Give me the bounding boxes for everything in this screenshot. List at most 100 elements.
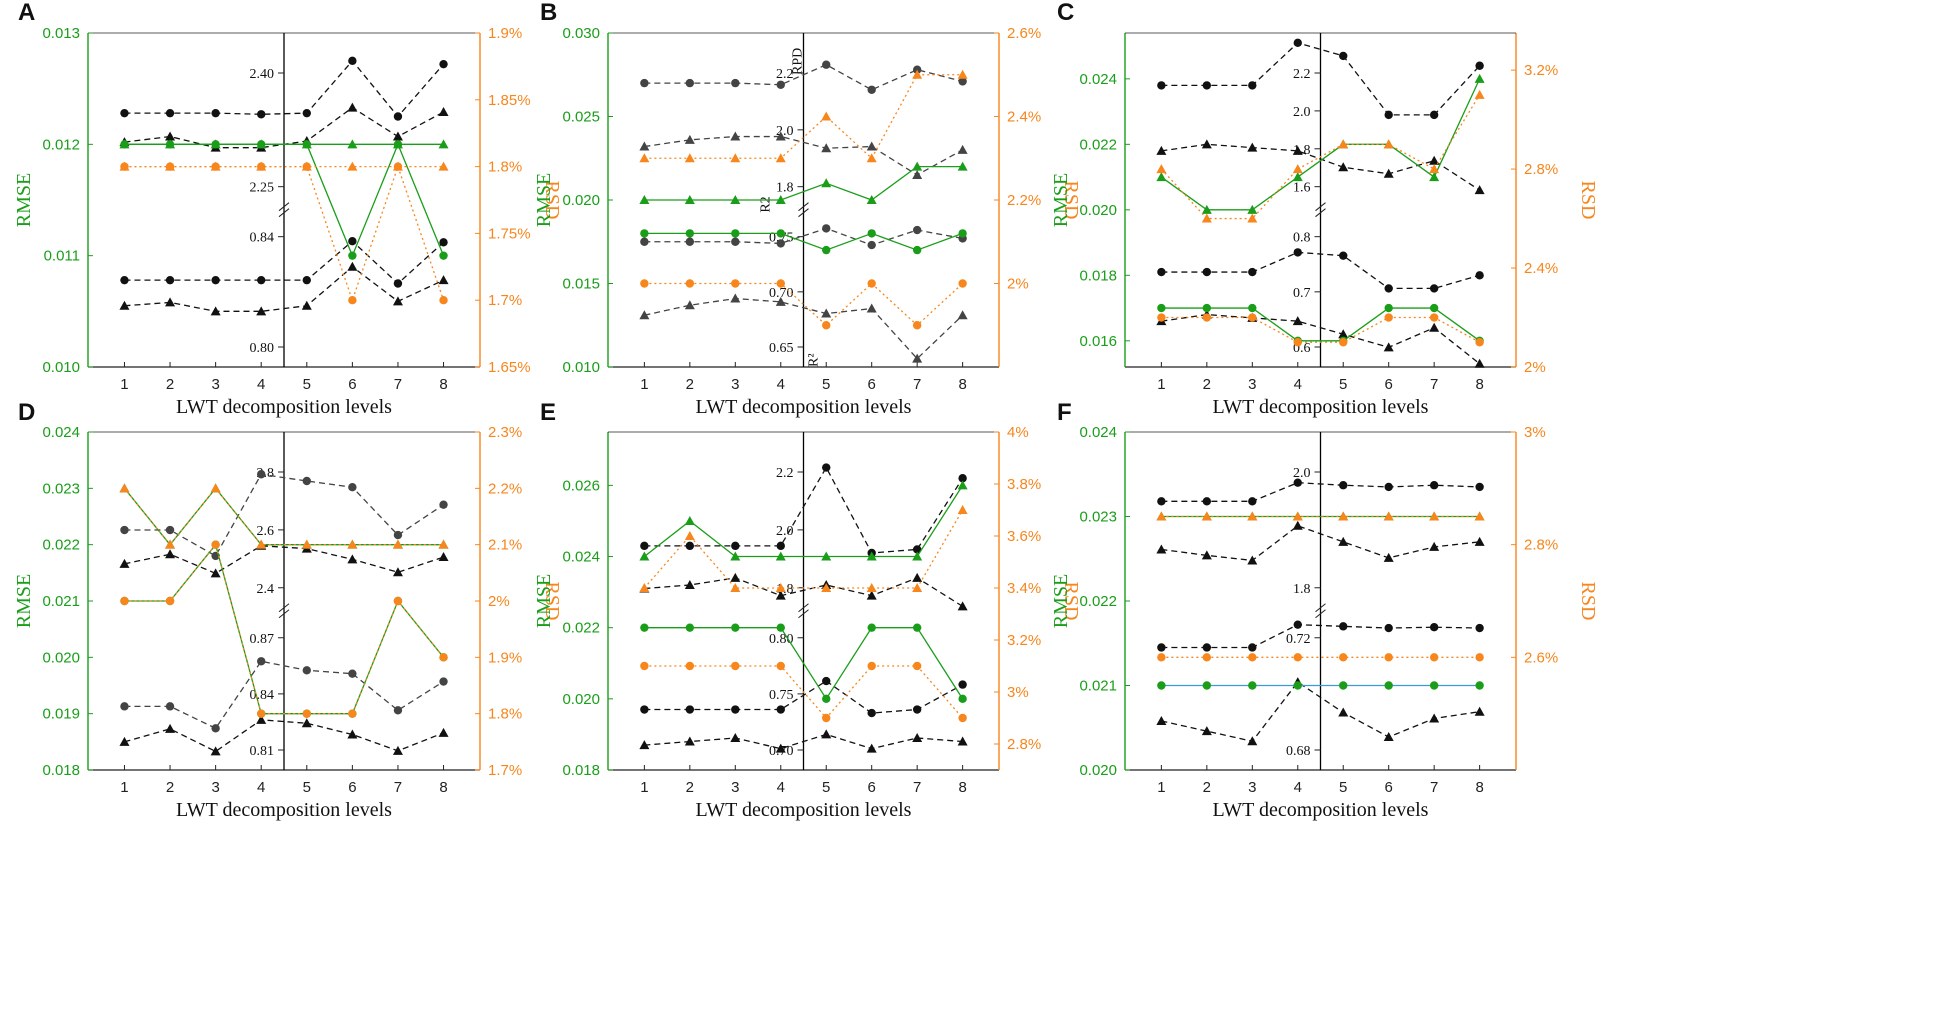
data-point [348, 236, 357, 246]
data-point [1384, 681, 1393, 690]
data-point [1202, 303, 1212, 313]
left-tick-label: 0.024 [1079, 424, 1117, 441]
data-point [1248, 81, 1257, 90]
series-line [644, 466, 964, 554]
data-point [1429, 481, 1439, 490]
data-point [1247, 213, 1258, 223]
data-point [684, 300, 695, 310]
data-point [775, 590, 786, 600]
data-point [119, 300, 130, 310]
data-point [257, 162, 266, 171]
data-point [120, 108, 129, 118]
left-axis-title: RMSE [533, 574, 555, 628]
data-point [1383, 511, 1394, 521]
x-tick-label: 6 [868, 376, 876, 393]
data-point [1384, 653, 1393, 662]
data-point [257, 470, 266, 479]
data-point [957, 310, 968, 320]
right-tick-label: 1.9% [488, 649, 522, 666]
right-tick-label: 2.2% [1007, 192, 1041, 209]
data-point [438, 552, 449, 562]
data-point [393, 530, 403, 540]
x-tick-label: 4 [777, 376, 785, 393]
right-tick-label: 2.3% [488, 424, 522, 441]
series-line [124, 240, 444, 285]
data-point [1201, 139, 1212, 149]
right-axis-title: RSD [541, 582, 563, 621]
data-point [1202, 653, 1212, 662]
right-tick-label: 1.75% [488, 225, 531, 242]
x-tick-label: 6 [348, 779, 356, 796]
data-point [776, 229, 785, 238]
series-line [644, 733, 963, 750]
data-point [348, 251, 357, 260]
data-point [731, 279, 740, 288]
series-line [644, 165, 963, 201]
inner-tick-label: 0.81 [250, 744, 275, 759]
data-point [730, 732, 741, 742]
data-point [1248, 497, 1257, 506]
data-point [347, 102, 358, 112]
data-point [301, 539, 312, 549]
data-point [439, 296, 448, 305]
x-tick-label: 6 [1385, 779, 1393, 796]
data-point [640, 705, 649, 714]
inner-tick-label: 2.2 [1293, 67, 1311, 82]
data-point [1339, 653, 1348, 662]
inner-tick-label: 0.80 [250, 341, 275, 356]
data-point [1338, 139, 1349, 149]
data-point [438, 139, 449, 149]
series-line [124, 142, 445, 258]
series-rpd-validation [639, 572, 968, 611]
right-tick-label: 2.8% [1524, 537, 1558, 554]
data-point [165, 596, 175, 606]
left-tick-label: 0.020 [1079, 762, 1117, 779]
data-point [912, 169, 923, 179]
x-tick-label: 1 [640, 779, 648, 796]
series-rmse-calibration [639, 161, 968, 204]
data-point [1156, 172, 1167, 182]
data-point [348, 669, 357, 678]
data-point [1475, 653, 1484, 662]
data-point [912, 661, 922, 671]
series-line [124, 265, 444, 312]
x-axis-title: LWT decomposition levels [696, 799, 912, 821]
inner-tick-label: 0.68 [1286, 744, 1311, 759]
axis-break-mark [278, 202, 290, 218]
data-point [1474, 185, 1485, 195]
data-point [866, 303, 877, 313]
data-point [1156, 544, 1167, 554]
data-point [866, 551, 877, 561]
right-axis-title: RSD [1577, 181, 1599, 220]
data-point [1474, 706, 1485, 716]
data-point [348, 56, 357, 66]
series-rsd-validation [640, 661, 967, 723]
data-point [439, 677, 448, 686]
right-tick-label: 1.85% [488, 92, 531, 109]
data-point [958, 229, 967, 238]
data-point [685, 541, 695, 551]
data-point [257, 140, 266, 149]
x-axis-title: LWT decomposition levels [176, 799, 392, 821]
x-tick-label: 1 [120, 376, 128, 393]
data-point [392, 567, 403, 577]
data-point [684, 153, 695, 163]
series-rsd-validation [640, 279, 967, 330]
x-tick-label: 2 [1203, 376, 1211, 393]
data-point [1157, 81, 1166, 90]
data-point [1247, 511, 1258, 521]
data-point [302, 476, 311, 486]
data-point [639, 583, 650, 592]
data-point [1383, 552, 1394, 562]
panel-e: E 0.018 0.020 0.022 0.024 0.026 2.8% 3% 3.2% 3.4%… [533, 399, 1082, 821]
data-point [393, 279, 403, 288]
inner-tick-label: 2.0 [1293, 466, 1311, 481]
data-point [822, 245, 831, 255]
series-rsd-calibration [639, 505, 968, 592]
data-point [439, 251, 448, 260]
data-point [866, 590, 877, 600]
data-point [1201, 726, 1212, 736]
series-line [1161, 313, 1481, 365]
data-point [393, 162, 403, 171]
data-point [775, 131, 786, 141]
